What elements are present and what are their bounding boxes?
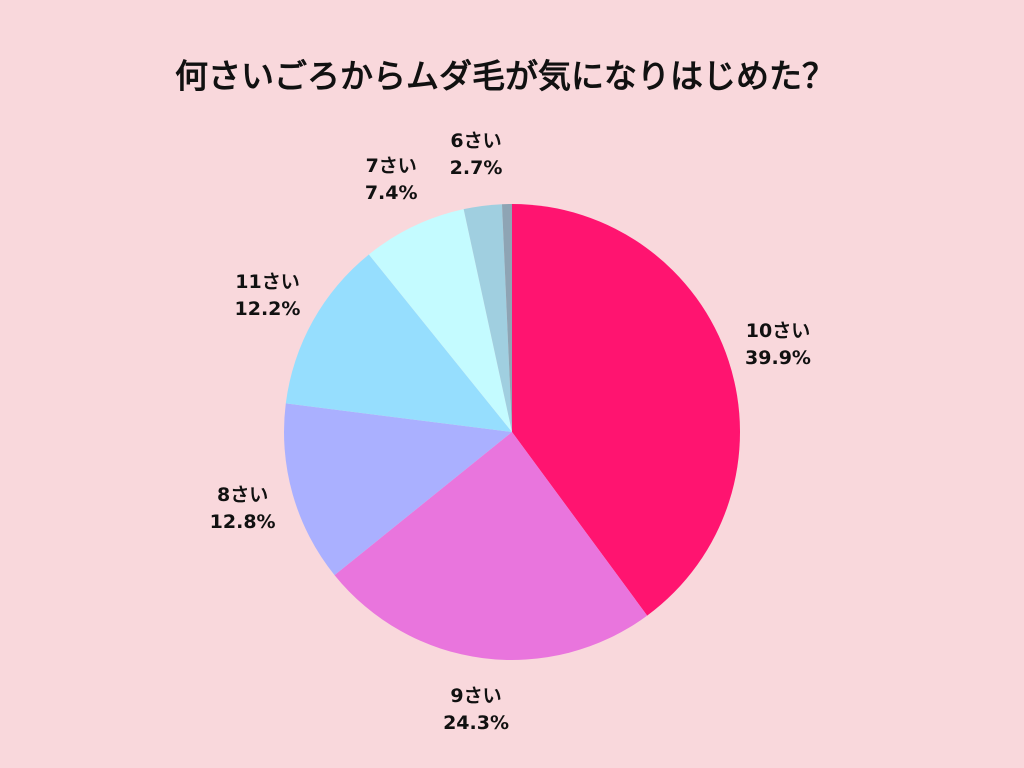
value-label: 12.8% [210, 511, 276, 533]
value-label: 24.3% [443, 712, 509, 734]
value-label: 2.7% [450, 157, 503, 179]
chart-title: 何さいごろからムダ毛が気になりはじめた？ [175, 57, 835, 96]
slice-label: 10さい [746, 320, 810, 342]
slice-label: 9さい [450, 685, 501, 707]
value-label: 39.9% [745, 347, 811, 369]
pie-slice [334, 432, 648, 660]
pie-slice [368, 209, 512, 432]
pie-slice [512, 204, 740, 616]
value-label: 7.4% [365, 182, 418, 204]
pie-slice [285, 254, 512, 432]
slice-label: 8さい [217, 484, 268, 506]
pie-slice [463, 204, 512, 432]
slice-label: 11さい [235, 271, 299, 293]
value-label: 12.2% [235, 298, 301, 320]
slice-label: 6さい [450, 130, 501, 152]
slice-label: 7さい [366, 155, 417, 177]
pie-slice [501, 204, 512, 432]
pie-slice [284, 403, 512, 576]
